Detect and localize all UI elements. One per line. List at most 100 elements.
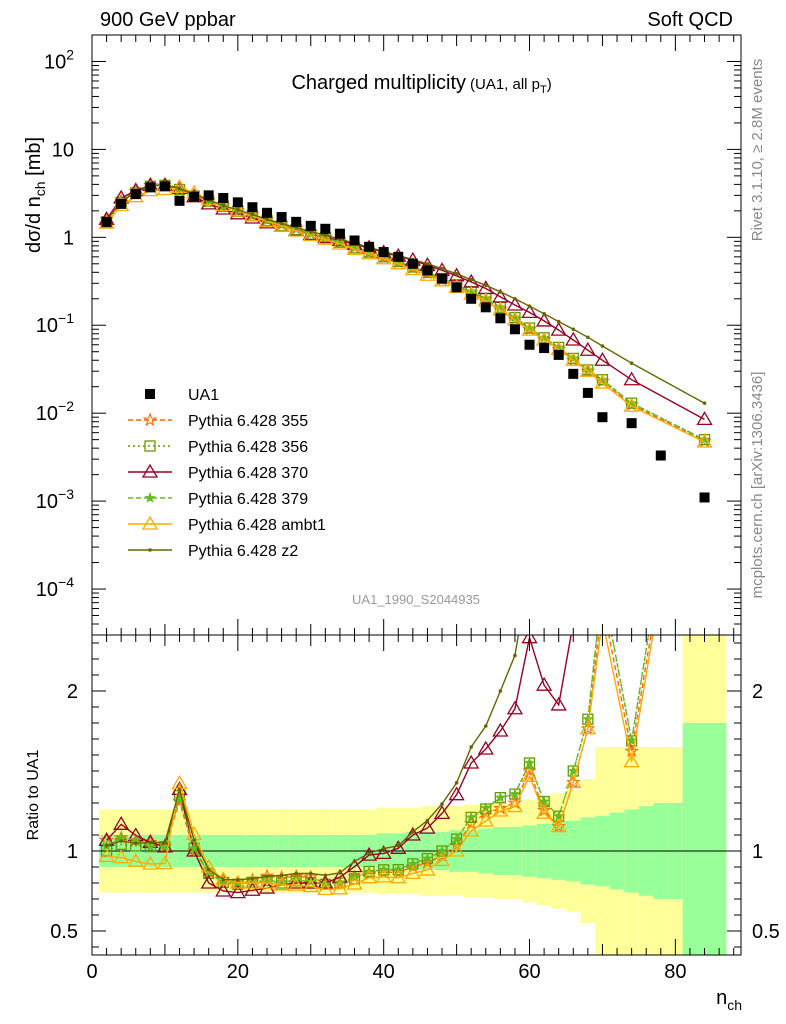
ratio-marker	[308, 871, 313, 876]
ratio-marker	[598, 580, 607, 588]
ratio-marker	[346, 875, 363, 890]
ratio-marker	[304, 875, 317, 887]
legend-label: Pythia 6.428 356	[188, 439, 308, 456]
y-tick-label: 10−3	[36, 486, 74, 513]
ratio-y-tick-label-right: 0.5	[752, 921, 780, 943]
x-axis-label-sub: ch	[727, 997, 742, 1013]
ratio-marker	[375, 868, 392, 883]
series-marker	[623, 371, 640, 386]
x-tick-label: 20	[227, 961, 249, 983]
series-marker	[565, 331, 582, 346]
ratio-marker	[404, 826, 421, 841]
ratio-marker	[229, 884, 246, 899]
ratio-marker	[425, 818, 430, 823]
y-tick-label: 10−1	[36, 310, 74, 337]
y-tick-label-exp: −1	[58, 310, 74, 326]
x-tick-label: 60	[518, 961, 540, 983]
ratio-marker	[338, 871, 342, 875]
ratio-marker	[192, 838, 196, 842]
legend-marker	[142, 412, 158, 427]
ratio-marker	[523, 756, 536, 768]
ratio-marker	[581, 515, 595, 527]
series-marker	[527, 304, 532, 308]
series-marker	[506, 296, 524, 311]
ratio-marker	[144, 840, 157, 852]
x-tick-label: 80	[664, 961, 686, 983]
ratio-marker	[200, 858, 217, 873]
ratio-marker	[698, 320, 712, 332]
ratio-marker	[331, 880, 349, 895]
series-marker	[580, 363, 596, 378]
ratio-marker	[250, 876, 255, 881]
ratio-marker	[579, 720, 596, 735]
data-point	[145, 182, 156, 193]
data-point	[262, 207, 273, 218]
y-tick-label-exp: −4	[58, 574, 74, 590]
legend: UA1 Pythia 6.428 355 Pythia 6.428 356 Pythi…	[128, 387, 326, 560]
series-marker	[360, 245, 378, 260]
data-point	[466, 293, 477, 304]
data-point	[232, 197, 243, 208]
ratio-y-tick-label: 2	[67, 681, 78, 703]
ratio-marker	[419, 819, 436, 834]
ratio-panel-curves	[98, 279, 712, 899]
ratio-marker	[433, 805, 451, 820]
ratio-marker	[506, 798, 524, 813]
ratio-y-tick-label: 0.5	[50, 921, 78, 943]
y-tick-label: 10−2	[36, 398, 74, 425]
data-point	[116, 198, 127, 209]
ratio-marker	[586, 322, 590, 326]
ratio-marker	[421, 852, 434, 864]
data-point	[189, 191, 200, 202]
series-marker	[594, 374, 611, 389]
ratio-marker	[566, 774, 581, 789]
ratio-marker	[244, 881, 261, 896]
x-axis-label: nch	[716, 987, 742, 1013]
series-marker	[625, 397, 638, 409]
ratio-marker	[236, 878, 240, 882]
data-point	[364, 241, 375, 252]
y-tick-label-base: 10	[36, 315, 58, 337]
data-point	[655, 450, 666, 461]
series-marker	[200, 195, 217, 210]
data-point	[699, 492, 710, 503]
ratio-marker	[319, 878, 332, 890]
series-marker	[483, 283, 488, 288]
ratio-marker	[492, 722, 509, 737]
data-point	[553, 349, 564, 360]
series-marker	[425, 261, 430, 266]
ratio-marker	[148, 840, 153, 845]
stat-uncertainty-band	[682, 723, 727, 955]
ratio-marker	[538, 795, 550, 807]
series-marker	[600, 344, 605, 348]
ratio-y-tick-label-right: 1	[752, 841, 763, 863]
y-tick-label-exp: −2	[58, 398, 74, 414]
ratio-marker	[317, 874, 334, 889]
legend-label: Pythia 6.428 ambt1	[188, 517, 326, 534]
series-marker	[513, 296, 517, 301]
data-point	[305, 220, 316, 231]
legend-marker	[144, 440, 156, 452]
mcplots-source-label: mcplots.cern.ch [arXiv:1306.3436]	[749, 372, 766, 599]
y-tick-label-exp: −3	[58, 486, 74, 502]
ratio-marker	[700, 279, 710, 289]
y-tick-label-base: 10	[36, 491, 58, 513]
ratio-marker	[463, 754, 480, 769]
ratio-marker	[302, 874, 319, 889]
ratio-marker	[404, 865, 421, 880]
data-point	[524, 339, 535, 350]
data-point	[437, 273, 448, 284]
series-marker	[454, 271, 459, 276]
series-marker	[596, 373, 609, 385]
ratio-marker	[375, 845, 392, 860]
series-marker	[229, 205, 246, 220]
legend-marker	[144, 491, 156, 503]
ratio-clipped-group	[98, 279, 712, 899]
ratio-marker	[156, 855, 174, 870]
legend-marker	[145, 389, 155, 399]
legend-label: Pythia 6.428 370	[188, 465, 308, 482]
series-marker	[323, 233, 328, 237]
series-marker	[498, 290, 503, 294]
main-panel-curves	[98, 177, 713, 503]
legend-marker	[141, 463, 159, 478]
